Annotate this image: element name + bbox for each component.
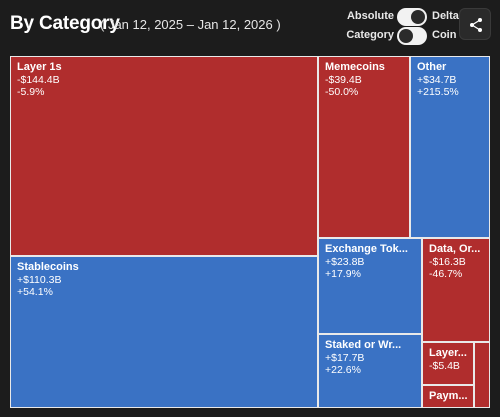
tile-name: Layer...: [429, 347, 467, 359]
group-label-coin: Coin: [432, 29, 457, 41]
tile-name: Stablecoins: [17, 261, 79, 273]
tile-name: Other: [417, 61, 447, 73]
treemap-tile[interactable]: Paym...: [422, 385, 474, 408]
mode-label-delta: Delta: [432, 10, 459, 22]
chart-header: By Category ( Jan 12, 2025 – Jan 12, 202…: [0, 0, 500, 55]
tile-delta-value: -$16.3B: [429, 256, 466, 268]
tile-labels: Layer 1s -$144.4B -5.9%: [17, 61, 315, 98]
tile-name: Layer 1s: [17, 61, 62, 73]
tile-labels: Paym...: [429, 390, 471, 403]
tile-name: Data, Or...: [429, 243, 481, 255]
tile-percent-change: +54.1%: [17, 286, 53, 298]
tile-percent-change: -50.0%: [325, 86, 359, 98]
group-toggle-row: Category Coin: [300, 27, 457, 45]
date-range: ( Jan 12, 2025 – Jan 12, 2026 ): [100, 17, 281, 32]
tile-percent-change: +17.9%: [325, 268, 361, 280]
tile-labels: Other +$34.7B +215.5%: [417, 61, 487, 98]
treemap-tile[interactable]: Exchange Tok... +$23.8B +17.9%: [318, 238, 422, 334]
tile-delta-value: +$110.3B: [17, 274, 62, 286]
share-icon: [470, 18, 482, 32]
tile-labels: Staked or Wr... +$17.7B +22.6%: [325, 339, 419, 376]
treemap-tile[interactable]: Stablecoins +$110.3B +54.1%: [10, 256, 318, 408]
treemap-tile[interactable]: Layer 1s -$144.4B -5.9%: [10, 56, 318, 256]
mode-label-absolute: Absolute: [346, 10, 394, 22]
treemap-tile[interactable]: Other +$34.7B +215.5%: [410, 56, 490, 238]
tile-delta-value: +$34.7B: [417, 74, 457, 86]
share-button[interactable]: [459, 8, 491, 40]
category-treemap: Layer 1s -$144.4B -5.9% Stablecoins +$110.3B…: [10, 56, 490, 408]
tile-labels: Memecoins -$39.4B -50.0%: [325, 61, 407, 98]
tile-name: Paym...: [429, 390, 468, 402]
tile-delta-value: +$17.7B: [325, 352, 365, 364]
tile-delta-value: +$23.8B: [325, 256, 365, 268]
mode-toggle-row: Absolute Delta: [300, 8, 459, 26]
group-label-category: Category: [346, 29, 394, 41]
group-switch-knob: [399, 29, 413, 43]
tile-delta-value: -$5.4B: [429, 360, 460, 372]
tile-labels: Exchange Tok... +$23.8B +17.9%: [325, 243, 419, 280]
tile-name: Exchange Tok...: [325, 243, 408, 255]
tile-delta-value: -$144.4B: [17, 74, 60, 86]
treemap-tile[interactable]: [474, 342, 490, 408]
tile-labels: Layer... -$5.4B: [429, 347, 471, 372]
treemap-tile[interactable]: Memecoins -$39.4B -50.0%: [318, 56, 410, 238]
tile-percent-change: +22.6%: [325, 364, 361, 376]
tile-delta-value: -$39.4B: [325, 74, 362, 86]
tile-labels: Data, Or... -$16.3B -46.7%: [429, 243, 487, 280]
tile-name: Staked or Wr...: [325, 339, 402, 351]
tile-percent-change: +215.5%: [417, 86, 459, 98]
tile-labels: Stablecoins +$110.3B +54.1%: [17, 261, 315, 298]
tile-percent-change: -46.7%: [429, 268, 463, 280]
chart-title: By Category: [10, 13, 120, 34]
tile-percent-change: -5.9%: [17, 86, 45, 98]
treemap-tile[interactable]: Layer... -$5.4B: [422, 342, 474, 385]
treemap-tile[interactable]: Staked or Wr... +$17.7B +22.6%: [318, 334, 422, 408]
mode-switch-knob: [411, 10, 425, 24]
group-switch[interactable]: [397, 27, 427, 45]
tile-name: Memecoins: [325, 61, 385, 73]
mode-switch[interactable]: [397, 8, 427, 26]
treemap-tile[interactable]: Data, Or... -$16.3B -46.7%: [422, 238, 490, 342]
